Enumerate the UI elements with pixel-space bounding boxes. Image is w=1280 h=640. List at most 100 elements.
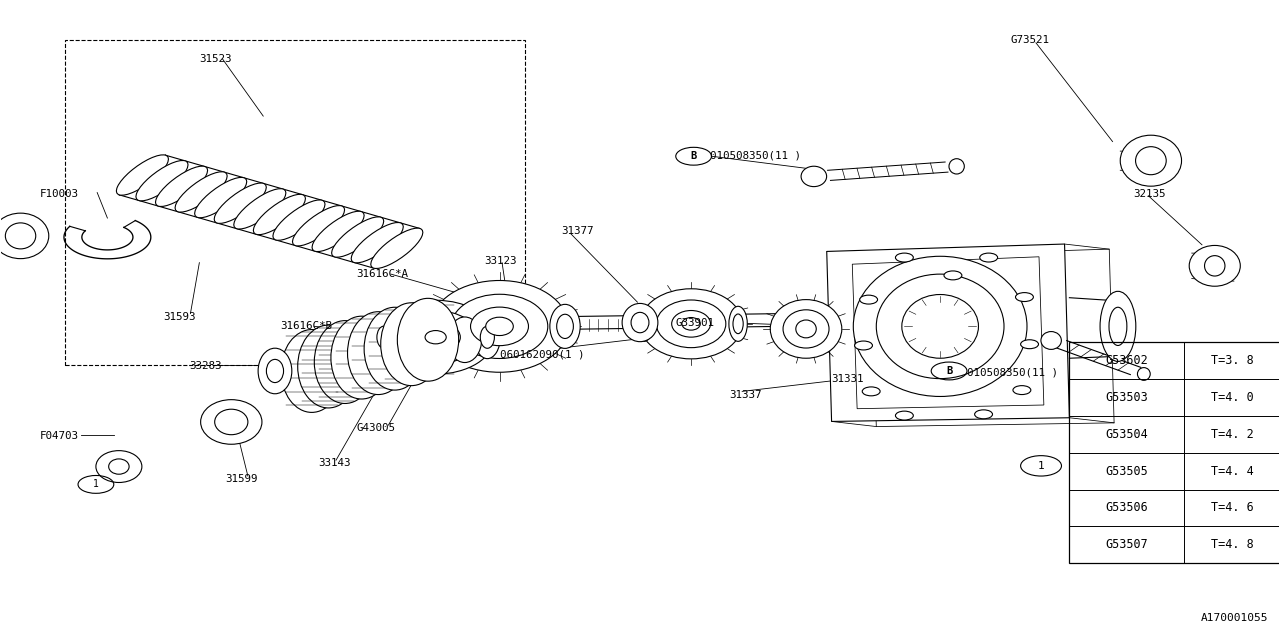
Ellipse shape [347, 312, 408, 394]
Ellipse shape [471, 307, 529, 346]
Circle shape [979, 253, 997, 262]
Ellipse shape [796, 320, 817, 338]
Ellipse shape [1135, 147, 1166, 175]
Ellipse shape [485, 317, 513, 335]
Circle shape [896, 253, 914, 262]
Text: 31599: 31599 [225, 474, 257, 484]
Ellipse shape [376, 300, 494, 374]
Ellipse shape [282, 330, 343, 412]
Text: 31331: 31331 [832, 374, 864, 383]
Ellipse shape [411, 322, 461, 353]
Text: G53505: G53505 [1105, 465, 1148, 477]
Ellipse shape [635, 307, 653, 341]
Ellipse shape [877, 274, 1004, 379]
Text: 1: 1 [1038, 461, 1044, 471]
Bar [65, 40, 525, 365]
Text: G43005: G43005 [356, 423, 396, 433]
Ellipse shape [234, 189, 285, 229]
Ellipse shape [854, 256, 1027, 396]
Ellipse shape [631, 312, 649, 333]
Text: 33143: 33143 [319, 458, 351, 468]
Ellipse shape [215, 409, 248, 435]
Ellipse shape [639, 314, 649, 333]
Text: 33123: 33123 [484, 257, 517, 266]
Ellipse shape [622, 303, 658, 342]
Ellipse shape [397, 298, 458, 381]
Circle shape [860, 295, 878, 304]
Ellipse shape [480, 326, 494, 348]
Text: F04703: F04703 [40, 431, 78, 441]
Text: B: B [946, 366, 952, 376]
Text: T=4. 0: T=4. 0 [1211, 390, 1253, 404]
Ellipse shape [657, 300, 726, 348]
Text: 1: 1 [93, 479, 99, 490]
Ellipse shape [425, 330, 447, 344]
Circle shape [1012, 386, 1030, 394]
Ellipse shape [351, 223, 403, 263]
Ellipse shape [1204, 255, 1225, 276]
Ellipse shape [332, 217, 384, 257]
Ellipse shape [364, 307, 425, 390]
Ellipse shape [1189, 246, 1240, 286]
Ellipse shape [195, 177, 247, 218]
Ellipse shape [550, 305, 580, 348]
Ellipse shape [332, 316, 392, 399]
Ellipse shape [430, 280, 568, 372]
Ellipse shape [5, 223, 36, 249]
Ellipse shape [266, 360, 284, 383]
Ellipse shape [393, 310, 477, 364]
Text: 31616C*B: 31616C*B [280, 321, 332, 332]
Ellipse shape [1100, 291, 1135, 362]
Ellipse shape [298, 325, 358, 408]
Ellipse shape [475, 316, 500, 358]
Text: 31616C*A: 31616C*A [356, 269, 408, 279]
Text: G73521: G73521 [1010, 35, 1050, 45]
Ellipse shape [902, 294, 978, 358]
Ellipse shape [672, 310, 710, 337]
Ellipse shape [201, 399, 262, 444]
Text: F10003: F10003 [40, 189, 78, 199]
Ellipse shape [801, 166, 827, 187]
Text: T=4. 4: T=4. 4 [1211, 465, 1253, 477]
Polygon shape [827, 244, 1069, 422]
Ellipse shape [259, 348, 292, 394]
Text: 31337: 31337 [730, 390, 762, 400]
Ellipse shape [253, 195, 306, 235]
Bar [627, 315, 653, 330]
Text: T=4. 8: T=4. 8 [1211, 538, 1253, 552]
Text: 060162090(1 ): 060162090(1 ) [499, 349, 584, 360]
Circle shape [974, 410, 992, 419]
Ellipse shape [109, 459, 129, 474]
Text: G53504: G53504 [1105, 428, 1148, 440]
Ellipse shape [1138, 367, 1151, 380]
Text: B: B [690, 151, 696, 161]
Ellipse shape [175, 172, 227, 212]
Ellipse shape [376, 326, 390, 348]
Ellipse shape [214, 183, 266, 223]
Ellipse shape [948, 159, 964, 174]
Text: 010508350(11 ): 010508350(11 ) [966, 367, 1059, 377]
Ellipse shape [557, 314, 573, 339]
Circle shape [896, 411, 914, 420]
Ellipse shape [96, 451, 142, 483]
Ellipse shape [273, 200, 325, 240]
Ellipse shape [452, 294, 548, 358]
Circle shape [1020, 340, 1038, 349]
Ellipse shape [371, 316, 397, 358]
Text: G53602: G53602 [1105, 354, 1148, 367]
Ellipse shape [293, 205, 344, 246]
Ellipse shape [1120, 135, 1181, 186]
Ellipse shape [728, 307, 748, 341]
Text: 31377: 31377 [561, 226, 594, 236]
Circle shape [855, 341, 873, 350]
Text: G53503: G53503 [1105, 390, 1148, 404]
Circle shape [1015, 292, 1033, 301]
Text: T=4. 2: T=4. 2 [1211, 428, 1253, 440]
Ellipse shape [733, 314, 744, 333]
Text: G53506: G53506 [1105, 502, 1148, 515]
Text: 31593: 31593 [164, 312, 196, 322]
Ellipse shape [312, 211, 364, 252]
Bar [1069, 342, 1280, 563]
Ellipse shape [371, 228, 422, 269]
Text: 33283: 33283 [189, 361, 221, 371]
